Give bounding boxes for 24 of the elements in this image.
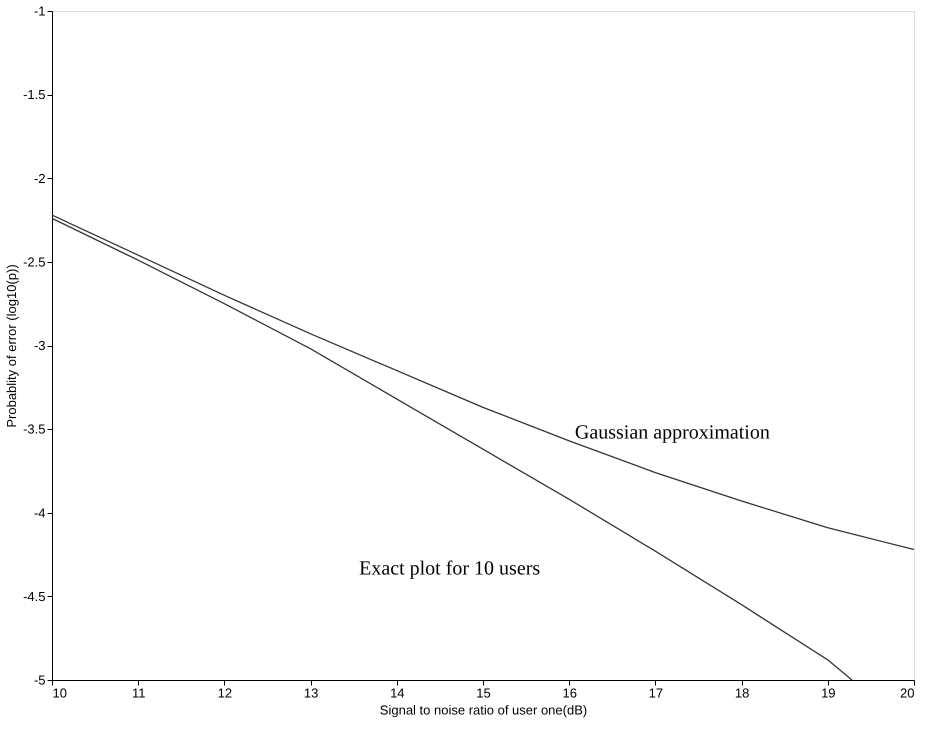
annotation: Exact plot for 10 users <box>359 558 540 580</box>
y-tick-label: -2 <box>34 170 46 186</box>
y-axis-title: Probablity of error (log10(p)) <box>4 264 20 428</box>
y-tick-label: -4.5 <box>23 588 46 604</box>
x-tick-label: 15 <box>476 686 491 700</box>
y-tick-label: -2.5 <box>23 254 46 270</box>
x-tick-label: 20 <box>900 686 914 700</box>
x-tick-label: 18 <box>734 686 750 700</box>
x-tick-label: 11 <box>132 686 146 700</box>
annotation: Gaussian approximation <box>574 422 770 444</box>
x-axis-title: Signal to noise ratio of user one(dB) <box>380 702 588 718</box>
x-tick-label: 12 <box>218 686 232 700</box>
y-tick-label: -3.5 <box>23 422 46 437</box>
x-tick-label: 16 <box>562 686 577 700</box>
x-tick-label: 19 <box>821 686 836 700</box>
y-tick-label: -1 <box>34 4 46 18</box>
x-tick-label: 13 <box>304 686 318 700</box>
y-tick-label: -3 <box>34 338 46 353</box>
y-tick-label: -4 <box>34 505 46 520</box>
x-tick-label: 17 <box>648 686 664 700</box>
x-tick-label: 14 <box>390 686 405 700</box>
y-tick-label: -1.5 <box>23 87 46 102</box>
x-tick-label: 10 <box>52 686 67 700</box>
y-tick-label: -5 <box>34 672 46 688</box>
